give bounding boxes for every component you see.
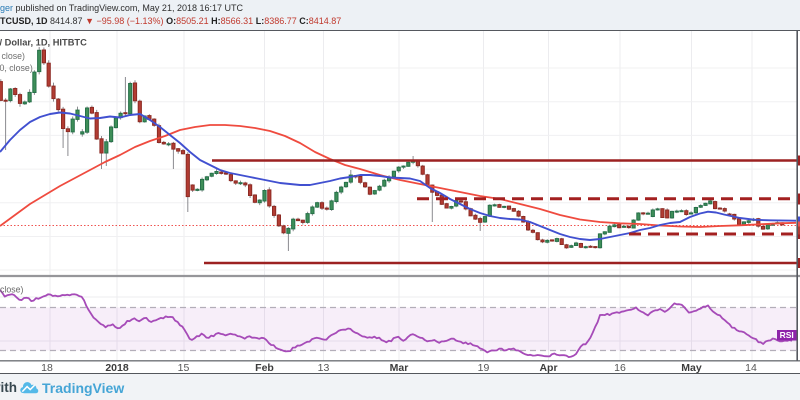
svg-text:13: 13 [318, 362, 330, 374]
svg-text:RSI: RSI [780, 330, 794, 340]
svg-text:16: 16 [614, 362, 626, 374]
svg-text:0, close): 0, close) [0, 63, 33, 73]
svg-text:18: 18 [41, 362, 53, 374]
svg-text:close): close) [0, 285, 24, 295]
svg-text:/ Dollar, 1D, HITBTC: / Dollar, 1D, HITBTC [0, 37, 87, 47]
svg-text:Mar: Mar [390, 362, 409, 374]
svg-text:19: 19 [478, 362, 490, 374]
svg-text:15: 15 [178, 362, 190, 374]
svg-text:14: 14 [745, 362, 757, 374]
svg-text:close): close) [2, 51, 26, 61]
svg-text:Feb: Feb [255, 362, 274, 374]
svg-text:May: May [681, 362, 702, 374]
svg-text:Apr: Apr [539, 362, 557, 374]
svg-text:2018: 2018 [105, 362, 129, 374]
